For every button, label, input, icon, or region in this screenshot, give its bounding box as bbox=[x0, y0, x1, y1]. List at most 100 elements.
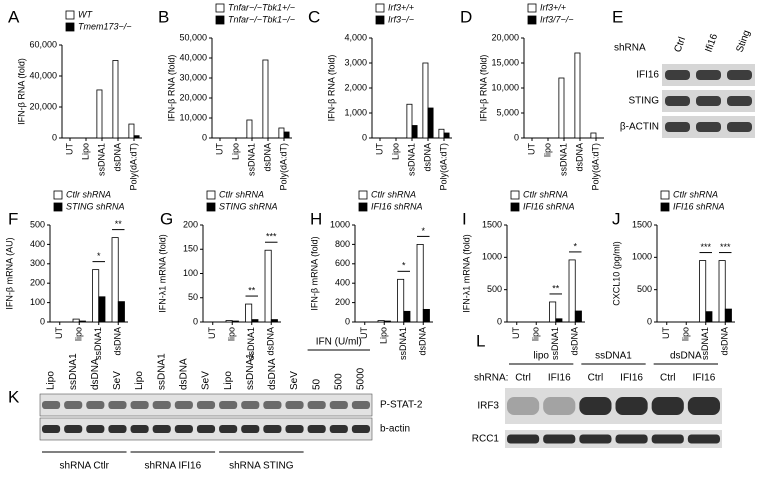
lane-label: Lipo bbox=[223, 371, 234, 390]
y-axis-label: IFN-λ1 mRNA (fold) bbox=[157, 234, 167, 313]
bar bbox=[574, 52, 581, 139]
bar-chart: I 0 500 1000 1500 IFN-λ1 mRNA (fold) UT lipo ssD… bbox=[461, 189, 585, 360]
group-label: dsDNA bbox=[670, 351, 702, 362]
x-tick-label: Poly(dA:dT) bbox=[438, 143, 448, 191]
x-tick-label: UT bbox=[661, 327, 671, 339]
lane-label: IFI16 bbox=[693, 373, 716, 384]
x-tick-label: Poly(dA:dT) bbox=[128, 143, 138, 191]
x-tick-label: UT bbox=[526, 143, 536, 155]
x-tick-label: dsDNA bbox=[720, 327, 730, 356]
blot-band bbox=[665, 122, 690, 132]
blot-band bbox=[64, 401, 83, 409]
x-tick-label: UT bbox=[374, 143, 384, 155]
y-tick-label: 20,000 bbox=[491, 32, 519, 42]
legend-swatch bbox=[65, 10, 75, 20]
blot-band bbox=[727, 96, 752, 106]
y-tick-label: 1,000 bbox=[344, 107, 367, 117]
lane-label: Lipo bbox=[46, 371, 57, 390]
x-tick-label: UT bbox=[207, 327, 217, 339]
bar bbox=[383, 320, 391, 323]
blot-strip bbox=[505, 388, 722, 424]
blot-band bbox=[543, 434, 576, 444]
blot-band bbox=[329, 401, 348, 409]
blot-band bbox=[615, 434, 648, 444]
y-tick-label: 0 bbox=[514, 132, 519, 142]
bar-chart: J 0 500 1000 1500 CXCL10 (pg/ml) UT lipo ssDNA1 *… bbox=[611, 189, 735, 360]
y-axis-label: IFN-β mRNA (fold) bbox=[309, 236, 319, 310]
legend-label: Ctlr shRNA bbox=[371, 189, 416, 199]
legend-swatch bbox=[660, 202, 670, 212]
y-tick-label: 20,000 bbox=[179, 92, 207, 102]
x-tick-label: UT bbox=[511, 327, 521, 339]
bar bbox=[283, 131, 290, 139]
y-tick-label: 10,000 bbox=[179, 112, 207, 122]
lane-label: 500 bbox=[333, 373, 344, 390]
blot-band bbox=[727, 70, 752, 80]
blot-band bbox=[241, 401, 260, 409]
blot-band bbox=[507, 397, 540, 415]
row-label: IFI16 bbox=[636, 70, 659, 81]
blot-band bbox=[687, 397, 720, 415]
blot-band bbox=[42, 425, 61, 433]
x-tick-label: UT bbox=[359, 327, 369, 339]
y-tick-label: 50,000 bbox=[179, 32, 207, 42]
y-axis-label: IFN-β RNA (fold) bbox=[16, 58, 26, 125]
bar bbox=[377, 320, 385, 323]
x-tick-label: Lipo bbox=[230, 143, 240, 160]
significance-label: *** bbox=[266, 232, 277, 242]
lane-label: Ctrl bbox=[588, 373, 604, 384]
y-tick-label: 60,000 bbox=[29, 39, 57, 49]
legend-label: IFI16 shRNA bbox=[673, 201, 725, 211]
x-tick-label: dsDNA bbox=[113, 327, 123, 356]
legend-swatch bbox=[660, 190, 670, 200]
y-tick-label: 10,000 bbox=[491, 82, 519, 92]
y-tick-label: 50 bbox=[188, 292, 198, 302]
row-label: STING bbox=[628, 96, 659, 107]
bar bbox=[416, 243, 424, 323]
legend-label: IFI16 shRNA bbox=[371, 201, 423, 211]
blot-band bbox=[219, 425, 238, 433]
lane-label: Ctrl bbox=[672, 36, 688, 54]
blot-band bbox=[42, 401, 61, 409]
x-tick-label: lipo bbox=[681, 327, 691, 341]
legend-swatch bbox=[527, 3, 537, 13]
legend-swatch bbox=[510, 190, 520, 200]
y-tick-label: 500 bbox=[637, 284, 652, 294]
y-tick-label: 30,000 bbox=[179, 72, 207, 82]
x-tick-label: Poly(dA:dT) bbox=[278, 143, 288, 191]
lane-label: Ifi16 bbox=[703, 32, 720, 54]
bar bbox=[403, 310, 411, 323]
legend-swatch bbox=[206, 190, 216, 200]
blot-band bbox=[307, 401, 326, 409]
blot-band bbox=[696, 122, 721, 132]
blot-band bbox=[696, 70, 721, 80]
x-tick-label: ssDNA1 bbox=[93, 327, 103, 360]
bar bbox=[558, 77, 565, 139]
y-tick-label: 1000 bbox=[330, 219, 350, 229]
blot-band bbox=[307, 425, 326, 433]
panel-letter: F bbox=[8, 209, 18, 228]
x-tick-label: UT bbox=[214, 143, 224, 155]
bar bbox=[443, 132, 450, 139]
y-tick-label: 40,000 bbox=[179, 52, 207, 62]
y-tick-label: 1000 bbox=[632, 252, 652, 262]
significance-label: ** bbox=[248, 285, 256, 295]
x-tick-label: lipo bbox=[74, 327, 84, 341]
bar-chart: D 0 5,000 10,000 15,000 20,000 IFN-β RNA (fold… bbox=[460, 2, 604, 191]
x-tick-label: ssDNA1 bbox=[96, 143, 106, 176]
x-tick-label: dsDNA bbox=[422, 143, 432, 172]
bar-chart: H 0 200 400 600 800 1000 IFN-β mRNA (fold) UT Lip… bbox=[309, 189, 433, 360]
legend-swatch bbox=[358, 202, 368, 212]
significance-label: * bbox=[97, 251, 101, 261]
panel-letter: J bbox=[612, 209, 621, 228]
lane-label: ssDNA1 bbox=[245, 353, 256, 390]
bar bbox=[251, 319, 259, 323]
blot-band bbox=[651, 397, 684, 415]
y-tick-label: 15,000 bbox=[491, 57, 519, 67]
significance-label: ** bbox=[115, 219, 123, 229]
blot-band bbox=[687, 434, 720, 444]
lane-label: SeV bbox=[112, 371, 123, 390]
